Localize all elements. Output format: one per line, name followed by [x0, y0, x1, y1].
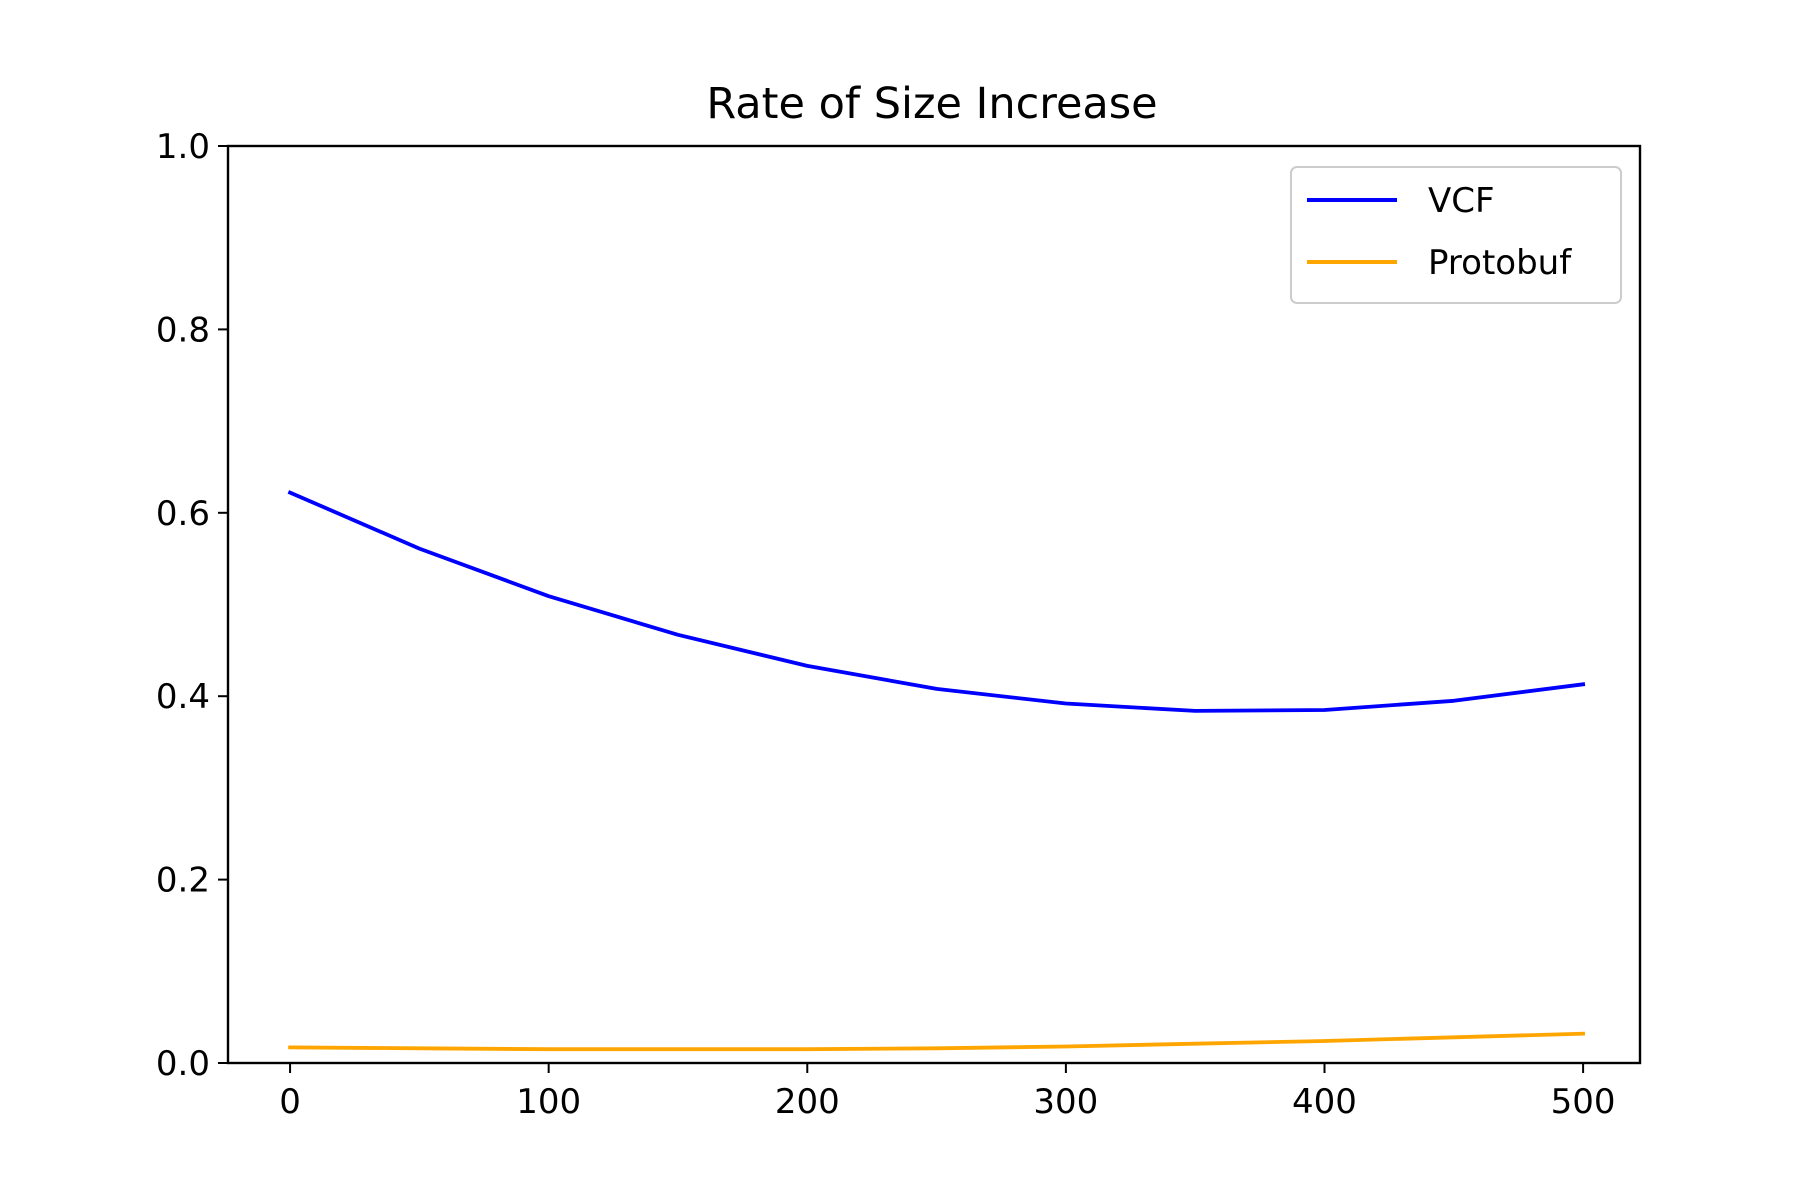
- y-tick-label: 1.0: [156, 127, 210, 167]
- chart-title: Rate of Size Increase: [706, 79, 1157, 129]
- series-line-1: [287, 490, 1586, 713]
- x-tick-label: 200: [775, 1082, 840, 1122]
- x-tick-label: 0: [279, 1082, 301, 1122]
- plot-frame: [226, 144, 1642, 1065]
- y-tick-label: 0.0: [156, 1044, 210, 1084]
- legend-label: Protobuf: [1428, 243, 1572, 283]
- y-tick-label: 0.2: [156, 861, 210, 901]
- series-line-2: [288, 1031, 1586, 1052]
- x-tick-label: 300: [1033, 1082, 1098, 1122]
- y-axis: 0.0 0.2 0.4 0.6 0.8 1.0: [156, 127, 228, 1084]
- x-tick-label: 400: [1292, 1082, 1357, 1122]
- legend-label: VCF: [1428, 181, 1495, 221]
- y-tick-label: 0.6: [156, 494, 210, 534]
- y-tick-label: 0.4: [156, 677, 210, 717]
- y-tick-label: 0.8: [156, 310, 210, 350]
- legend: VCF Protobuf: [1290, 166, 1622, 304]
- x-tick-label: 100: [516, 1082, 581, 1122]
- x-tick-label: 500: [1551, 1082, 1616, 1122]
- series-layer: [287, 490, 1586, 1052]
- x-axis: 0 100 200 300 400 500: [279, 1063, 1616, 1122]
